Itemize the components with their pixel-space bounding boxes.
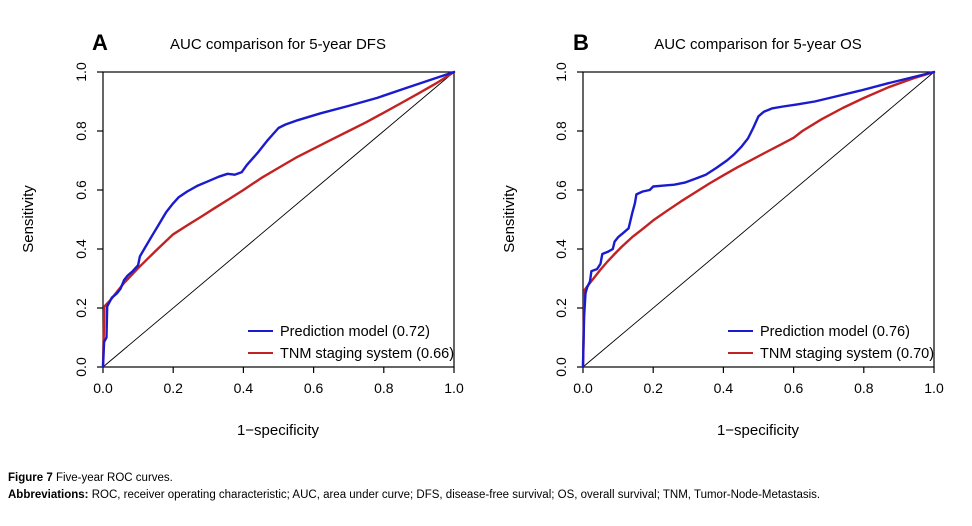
roc-curve-tnm-staging-system [581,70,936,369]
roc-curve-prediction-model [101,70,456,369]
y-axis-tick-label: 1.0 [553,62,569,82]
x-axis-tick-label: 0.8 [374,380,394,396]
panel-b-label: B [573,30,589,55]
y-axis-tick-label: 1.0 [73,62,89,82]
panel-a-y-axis-label: Sensitivity [20,185,37,253]
panel-b-y-axis-label: Sensitivity [501,185,518,253]
caption-abbreviations-label: Abbreviations: [8,489,89,501]
x-axis-tick-label: 0.6 [784,380,804,396]
x-axis-tick-label: 0.0 [93,380,113,396]
plot-box [582,71,935,368]
y-axis-tick-label: 0.4 [73,239,89,259]
legend-label: Prediction model (0.72) [280,324,430,340]
y-axis-tick-label: 0.6 [553,180,569,200]
x-axis-tick-label: 0.6 [304,380,324,396]
x-axis-tick-label: 0.2 [163,380,183,396]
panel-b-title: AUC comparison for 5-year OS [654,36,862,53]
y-axis-tick-label: 0.4 [553,239,569,259]
y-axis-tick-label: 0.0 [73,357,89,377]
y-axis-tick-label: 0.2 [73,298,89,318]
roc-plot-os: 0.0 0.2 0.4 0.6 0.8 1.0 0.0 0.2 0.4 0.6 0.8 1.0 Pred… [553,62,944,396]
y-axis-tick-label: 0.6 [73,180,89,200]
caption-line-1: Figure 7 Five-year ROC curves. [8,470,964,487]
caption-figure-text: Five-year ROC curves. [55,472,173,484]
legend-label: TNM staging system (0.70) [760,346,934,362]
roc-plot-dfs: 0.0 0.2 0.4 0.6 0.8 1.0 0.0 0.2 0.4 0.6 0.8 1.0 Pred… [73,62,464,396]
roc-curve-prediction-model [581,70,936,369]
plot-box [102,71,455,368]
panel-b-x-axis-label: 1−specificity [716,422,800,439]
legend-label: TNM staging system (0.66) [280,346,454,362]
reference-diagonal-line [582,71,935,368]
caption-figure-number: Figure 7 [8,472,53,484]
x-axis-tick-label: 0.0 [573,380,593,396]
x-axis-tick-label: 0.2 [643,380,663,396]
y-axis-tick-label: 0.2 [553,298,569,318]
roc-curve-tnm-staging-system [101,70,456,369]
panel-a-label: A [92,30,108,55]
y-axis-tick-label: 0.8 [73,121,89,141]
panel-a-title: AUC comparison for 5-year DFS [170,36,386,53]
y-axis-tick-label: 0.0 [553,357,569,377]
x-axis-tick-label: 0.8 [854,380,874,396]
legend-label: Prediction model (0.76) [760,324,910,340]
panel-a-x-axis-label: 1−specificity [236,422,320,439]
x-axis-tick-label: 1.0 [444,380,464,396]
caption-line-2: Abbreviations: ROC, receiver operating c… [8,487,964,504]
x-axis-tick-label: 0.4 [234,380,254,396]
reference-diagonal-line [102,71,455,368]
figure-caption: Figure 7 Five-year ROC curves. Abbreviat… [8,470,964,504]
x-axis-tick-label: 1.0 [924,380,944,396]
caption-abbreviations-text: ROC, receiver operating characteristic; … [91,489,821,501]
y-axis-tick-label: 0.8 [553,121,569,141]
x-axis-tick-label: 0.4 [714,380,734,396]
